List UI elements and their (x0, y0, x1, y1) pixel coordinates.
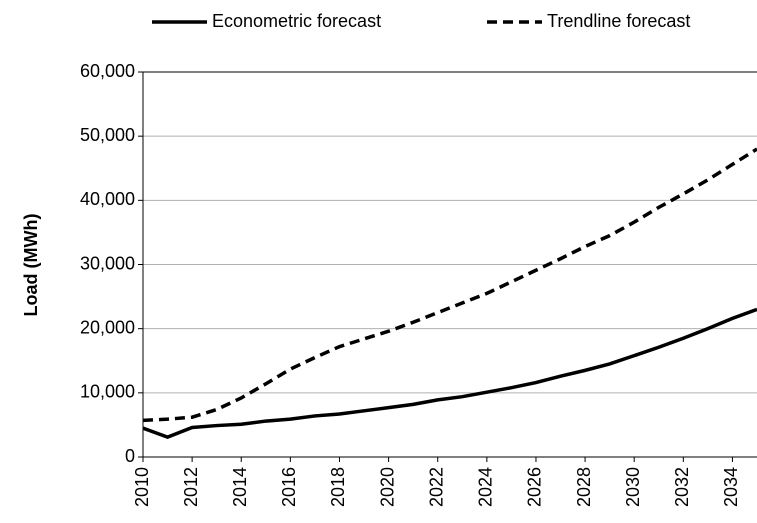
series-line (143, 147, 757, 423)
plot-area (143, 147, 757, 439)
x-tick-label: 2026 (525, 467, 545, 507)
y-tick-label: 0 (125, 446, 135, 466)
x-tick-label: 2018 (328, 467, 348, 507)
y-axis-title: Load (MWh) (21, 214, 41, 317)
y-tick-label: 10,000 (80, 382, 135, 402)
y-tick-label: 30,000 (80, 253, 135, 273)
x-tick-label: 2032 (672, 467, 692, 507)
x-tick-label: 2028 (574, 467, 594, 507)
series-line (143, 307, 757, 439)
x-tick-label: 2034 (721, 467, 741, 507)
y-tick-label: 60,000 (80, 61, 135, 81)
x-tick-label: 2012 (181, 467, 201, 507)
legend-label: Econometric forecast (212, 11, 381, 31)
y-tick-label: 20,000 (80, 317, 135, 337)
x-tick-label: 2024 (476, 467, 496, 507)
x-tick-label: 2020 (377, 467, 397, 507)
x-tick-label: 2010 (132, 467, 152, 507)
y-tick-label: 40,000 (80, 189, 135, 209)
y-tick-label: 50,000 (80, 125, 135, 145)
legend-label: Trendline forecast (547, 11, 690, 31)
x-tick-label: 2016 (279, 467, 299, 507)
x-tick-label: 2030 (623, 467, 643, 507)
x-tick-label: 2022 (426, 467, 446, 507)
x-tick-label: 2014 (230, 467, 250, 507)
